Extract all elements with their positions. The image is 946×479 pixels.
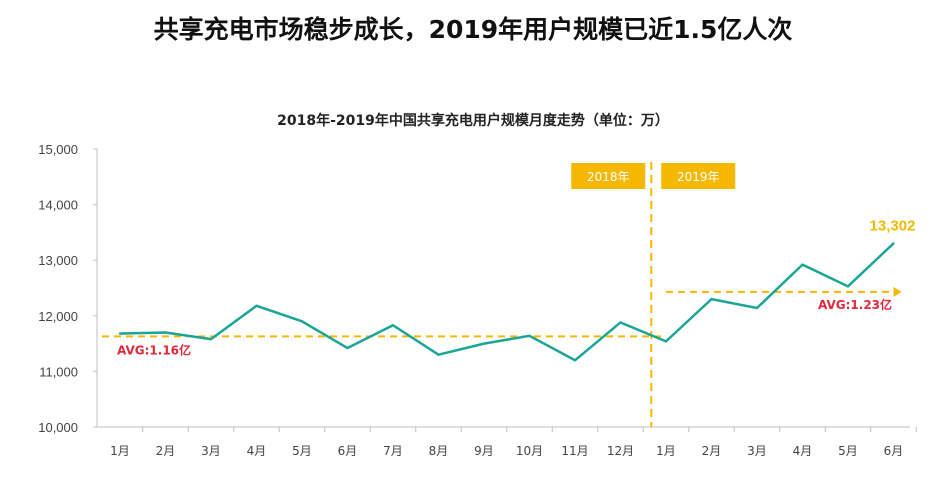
x-tick-label: 7月 <box>383 444 403 458</box>
data-point <box>528 334 531 338</box>
data-point <box>482 342 486 345</box>
data-point <box>164 331 167 334</box>
x-tick-label: 11月 <box>561 444 588 458</box>
y-tick-label: 12,000 <box>38 309 78 324</box>
x-tick-label: 10月 <box>516 444 543 458</box>
data-point <box>573 359 577 362</box>
x-tick-label: 1月 <box>656 444 676 458</box>
data-point <box>346 346 349 350</box>
data-point <box>846 285 850 288</box>
x-tick-label: 9月 <box>474 444 494 458</box>
average-lines: AVG:1.16亿 AVG:1.23亿 <box>102 286 902 357</box>
x-tick-label: 12月 <box>607 444 634 458</box>
x-tick-label: 5月 <box>292 444 312 458</box>
page-title: 共享充电市场稳步成长，2019年用户规模已近1.5亿人次 <box>153 15 793 44</box>
average-arrow <box>893 286 902 297</box>
y-axis: 15,000 14,000 13,000 12,000 11,000 10,000 <box>38 142 98 435</box>
data-point <box>118 332 122 335</box>
x-tick-label: 2月 <box>702 444 722 458</box>
data-point <box>300 320 304 323</box>
data-point <box>892 242 895 245</box>
year-badge <box>571 163 646 189</box>
chart-title: 2018年-2019年中国共享充电用户规模月度走势（单位：万） <box>277 113 669 129</box>
data-point <box>801 263 804 266</box>
year-divider: 2018年 2019年 <box>571 162 736 427</box>
year-badge <box>661 163 736 189</box>
series-group <box>118 242 895 362</box>
data-point <box>710 297 713 301</box>
year-badge-label: 2018年 <box>587 170 630 184</box>
annotations: 13,302 <box>870 217 916 234</box>
x-axis: 1月 2月 3月 4月 5月 6月 7月 8月 9月 10月 11月 12月 1月 2月 3月 4月 5月 6月 <box>97 426 917 458</box>
y-tick-label: 14,000 <box>38 198 78 213</box>
average-label: AVG:1.16亿 <box>117 342 191 357</box>
data-point <box>664 340 668 343</box>
x-tick-label: 6月 <box>338 444 358 458</box>
average-label: AVG:1.23亿 <box>818 297 892 312</box>
last-value-label: 13,302 <box>870 217 916 234</box>
series-line <box>119 242 895 362</box>
data-point <box>755 306 759 310</box>
x-tick-label: 8月 <box>429 444 449 458</box>
y-tick-label: 10,000 <box>38 420 78 435</box>
x-tick-label: 1月 <box>110 444 130 458</box>
x-tick-label: 6月 <box>884 444 904 458</box>
x-tick-label: 5月 <box>838 444 858 458</box>
data-point <box>619 321 622 324</box>
y-tick-label: 13,000 <box>38 253 78 268</box>
y-tick-label: 15,000 <box>38 142 78 157</box>
x-tick-label: 2月 <box>156 444 176 458</box>
x-tick-label: 4月 <box>247 444 267 458</box>
year-badge-label: 2019年 <box>677 170 720 184</box>
x-tick-label: 4月 <box>793 444 813 458</box>
x-tick-label: 3月 <box>201 444 221 458</box>
y-tick-label: 11,000 <box>39 364 78 379</box>
data-point <box>437 353 440 356</box>
x-tick-label: 3月 <box>747 444 767 458</box>
data-point <box>209 337 213 341</box>
data-point <box>391 324 395 327</box>
data-point <box>255 304 258 307</box>
